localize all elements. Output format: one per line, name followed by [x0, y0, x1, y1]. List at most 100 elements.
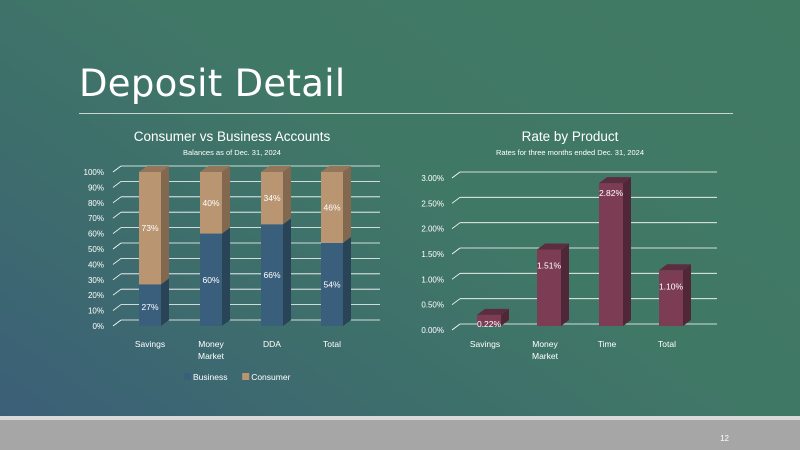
chart2-bar — [599, 183, 623, 326]
chart1-gridline-diag — [112, 304, 122, 311]
chart1-legend-swatch — [184, 373, 191, 380]
chart1-gridline-diag — [112, 196, 122, 204]
chart1-ytick-label: 10% — [88, 307, 104, 316]
chart1-ytick-label: 90% — [88, 183, 104, 192]
chart1-data-label: 34% — [263, 193, 280, 203]
charts-canvas: Consumer vs Business Accounts Balances as… — [84, 129, 691, 382]
chart2-gridline-diag — [451, 222, 461, 229]
chart1-subtitle: Balances as of Dec. 31, 2024 — [183, 148, 281, 157]
chart1-bar-business — [200, 233, 222, 326]
chart2-category-label: Time — [598, 339, 617, 349]
chart1-bar-side — [343, 166, 351, 243]
chart1-data-label: 27% — [141, 302, 158, 312]
chart2-ytick-label: 3.00% — [421, 174, 444, 183]
chart1-gridline-diag — [112, 273, 122, 281]
chart2-data-label: 0.22% — [477, 319, 502, 329]
chart1-bar-top — [321, 166, 351, 172]
chart1-gridline-diag — [112, 288, 122, 296]
chart1-legend-label: Business — [193, 372, 228, 382]
chart2-ytick-label: 1.00% — [421, 275, 444, 284]
chart1-bar-side — [161, 166, 169, 285]
title-divider — [79, 113, 733, 114]
chart1-gridline-diag — [112, 319, 122, 327]
chart1-ytick-label: 100% — [84, 168, 104, 177]
chart2-category-label: Savings — [470, 339, 500, 349]
chart1-bar-business — [321, 242, 343, 326]
chart1-bar-consumer — [200, 172, 222, 234]
chart1-gridline-diag — [112, 258, 122, 265]
chart2-bar — [659, 270, 683, 326]
chart2-gridline-diag — [451, 171, 461, 179]
chart1-data-label: 73% — [141, 223, 158, 233]
chart1-bar-side — [343, 236, 351, 326]
chart1-bar-side — [283, 218, 291, 326]
page-number: 12 — [720, 434, 729, 443]
chart1-data-label: 66% — [263, 270, 280, 280]
chart1-gridline-diag — [112, 165, 122, 173]
chart1-legend-label: Consumer — [251, 372, 290, 382]
chart2-gridline-diag — [451, 273, 461, 280]
chart1-bar-top — [200, 166, 230, 172]
chart1-ytick-label: 0% — [92, 322, 104, 331]
chart2-data-label: 1.10% — [659, 281, 684, 291]
chart1-gridline-diag — [112, 211, 122, 219]
chart1-data-label: 60% — [202, 275, 219, 285]
chart2-ytick-label: 2.00% — [421, 225, 444, 234]
chart2-bar-side — [623, 177, 631, 326]
chart2-bar-top — [537, 243, 569, 250]
chart1-category-label: DDA — [263, 339, 281, 349]
chart2-category-label: Money — [532, 339, 558, 349]
chart2-bar — [537, 249, 561, 326]
chart2-ytick-label: 1.50% — [421, 250, 444, 259]
chart1-bar-top — [139, 166, 169, 172]
chart2-gridline-diag — [451, 197, 461, 204]
chart1-gridline-diag — [112, 227, 122, 234]
chart1-bar-business — [139, 284, 161, 326]
chart1-ytick-label: 40% — [88, 260, 104, 269]
chart1-legend-swatch — [242, 373, 250, 380]
chart1-category-label: Market — [198, 351, 225, 361]
chart1-data-label: 54% — [323, 279, 340, 289]
chart1-ytick-label: 50% — [88, 245, 104, 254]
chart1-category-label: Savings — [135, 339, 165, 349]
chart2-gridline-diag — [451, 298, 461, 305]
chart2-bar-top — [599, 177, 631, 184]
chart1-gridline-diag — [112, 181, 122, 188]
slide: Deposit Detail Consumer vs Business Acco… — [0, 0, 800, 416]
chart1-category-label: Total — [323, 339, 341, 349]
slide-title: Deposit Detail — [79, 62, 346, 105]
chart2-ytick-label: 2.50% — [421, 199, 444, 208]
chart2-data-label: 1.51% — [537, 260, 562, 270]
chart2-ytick-label: 0.00% — [421, 326, 444, 335]
chart1-title: Consumer vs Business Accounts — [134, 129, 331, 144]
chart2-ytick-label: 0.50% — [421, 301, 444, 310]
chart1-ytick-label: 60% — [88, 230, 104, 239]
chart2-gridline-diag — [451, 323, 461, 331]
chart1-bar-side — [283, 166, 291, 225]
chart1-ytick-label: 30% — [88, 276, 104, 285]
chart1-category-label: Money — [198, 339, 224, 349]
chart2-bar — [477, 314, 501, 326]
chart2-data-label: 2.82% — [599, 188, 624, 198]
chart1-ytick-label: 70% — [88, 214, 104, 223]
chart1-bar-side — [222, 166, 230, 234]
chart2-bar-side — [501, 308, 509, 326]
chart1-bar-consumer — [321, 172, 343, 243]
chart2-gridline-diag — [451, 247, 461, 255]
chart1-ytick-label: 80% — [88, 199, 104, 208]
chart2-category-label: Total — [658, 339, 676, 349]
chart1-bar-consumer — [261, 172, 283, 225]
chart2-subtitle: Rates for three months ended Dec. 31, 20… — [496, 148, 644, 157]
chart1-bar-side — [161, 278, 169, 326]
chart2-bar-top — [477, 308, 509, 315]
chart2-category-label: Market — [532, 351, 559, 361]
chart1-data-label: 46% — [323, 202, 340, 212]
chart2-title: Rate by Product — [522, 129, 619, 144]
chart2-bar-side — [561, 243, 569, 326]
chart1-gridline-diag — [112, 242, 122, 250]
chart1-bar-business — [261, 224, 283, 326]
footer-bar: 12 — [0, 416, 800, 450]
chart1-data-label: 40% — [202, 198, 219, 208]
chart1-bar-consumer — [139, 172, 161, 285]
chart2-bar-top — [659, 264, 691, 271]
